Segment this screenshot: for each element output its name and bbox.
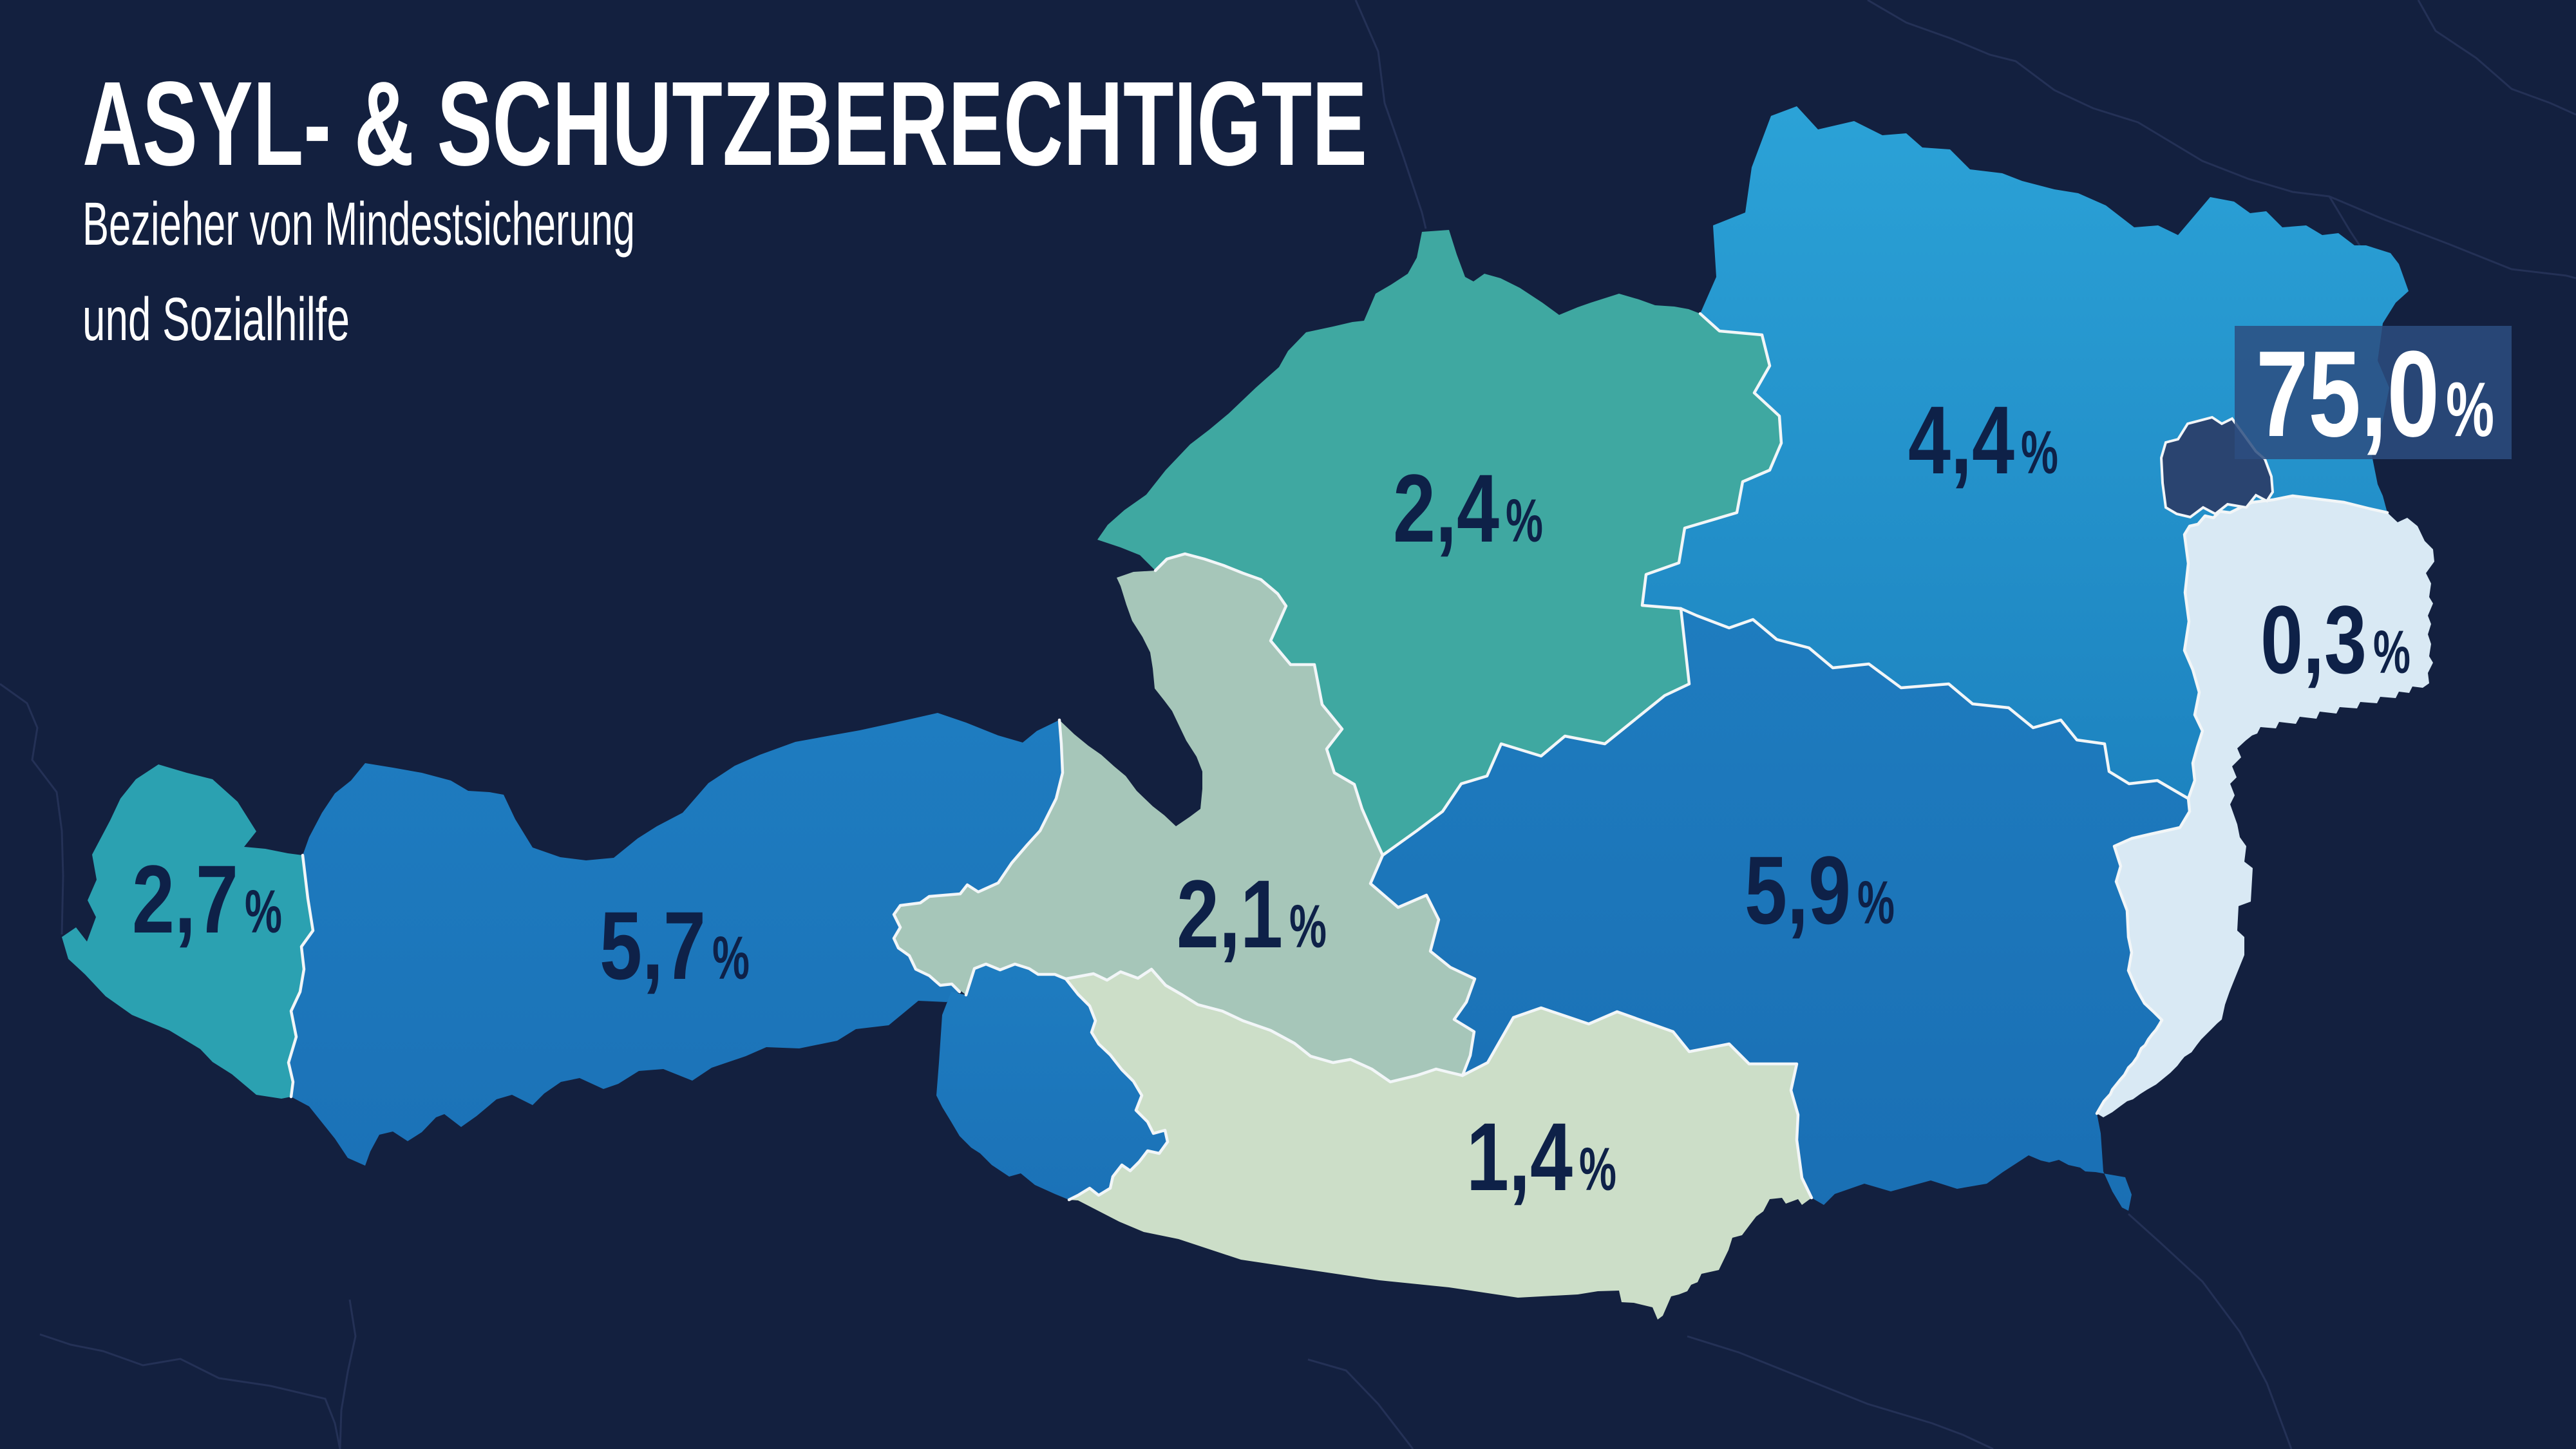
svg-text:%: % — [245, 878, 282, 946]
svg-text:5,7: 5,7 — [600, 891, 706, 999]
svg-text:5,9: 5,9 — [1745, 836, 1851, 944]
svg-text:%: % — [2446, 366, 2494, 453]
svg-text:und Sozialhilfe: und Sozialhilfe — [82, 285, 350, 354]
svg-text:%: % — [1579, 1135, 1616, 1204]
svg-text:%: % — [2021, 419, 2058, 487]
svg-text:%: % — [712, 924, 750, 992]
svg-text:%: % — [1506, 487, 1543, 555]
svg-text:2,4: 2,4 — [1393, 454, 1499, 562]
svg-text:0,3: 0,3 — [2260, 585, 2367, 694]
svg-text:1,4: 1,4 — [1466, 1103, 1573, 1211]
svg-text:%: % — [1289, 893, 1327, 961]
svg-text:75,0: 75,0 — [2256, 326, 2439, 462]
svg-text:ASYL- & SCHUTZBERECHTIGTE: ASYL- & SCHUTZBERECHTIGTE — [82, 57, 1367, 191]
svg-text:2,1: 2,1 — [1177, 860, 1283, 968]
svg-text:2,7: 2,7 — [132, 845, 238, 953]
svg-text:%: % — [1857, 869, 1895, 937]
svg-text:Bezieher von Mindestsicherung: Bezieher von Mindestsicherung — [82, 190, 635, 258]
svg-text:4,4: 4,4 — [1908, 386, 2014, 494]
svg-text:%: % — [2373, 618, 2410, 687]
